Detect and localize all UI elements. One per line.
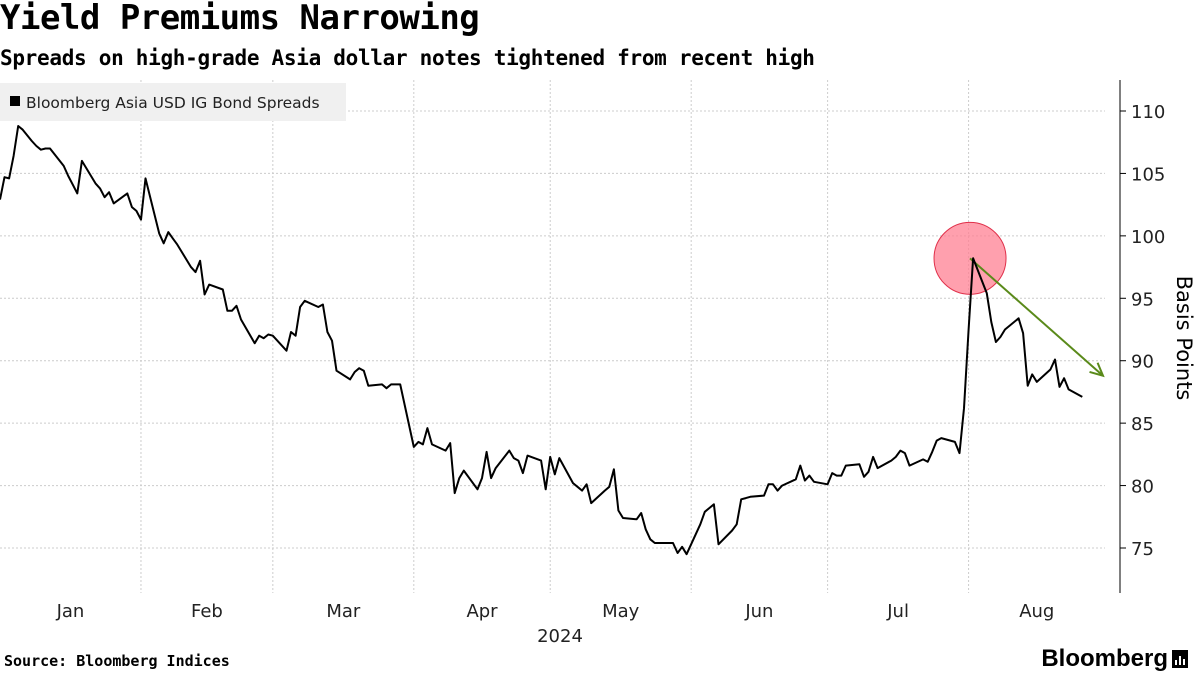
y-tick-label: 105 <box>1131 164 1165 185</box>
x-axis: Jan Feb Mar Apr May Jun Jul Aug <box>56 601 1055 622</box>
chart-subtitle: Spreads on high-grade Asia dollar notes … <box>0 46 815 70</box>
y-tick-label: 95 <box>1131 289 1154 310</box>
bloomberg-bars-icon <box>1172 650 1188 668</box>
y-tick-label: 75 <box>1131 539 1154 560</box>
y-tick-label: 100 <box>1131 227 1165 248</box>
y-tick-label: 90 <box>1131 352 1154 373</box>
x-tick-label: Feb <box>191 601 223 622</box>
gridlines <box>0 80 1105 593</box>
x-tick-label: May <box>602 601 640 622</box>
bloomberg-logo: Bloomberg <box>1041 645 1188 673</box>
trend-arrow-head <box>1089 362 1105 378</box>
x-tick-label: Aug <box>1019 601 1054 622</box>
x-tick-label: Apr <box>466 601 498 622</box>
annotations <box>933 221 1105 378</box>
brand-text: Bloomberg <box>1041 645 1168 672</box>
series-line <box>0 125 1083 556</box>
legend: Bloomberg Asia USD IG Bond Spreads <box>0 83 346 121</box>
legend-label: Bloomberg Asia USD IG Bond Spreads <box>26 94 320 112</box>
legend-swatch <box>10 96 20 106</box>
y-tick-label: 80 <box>1131 477 1154 498</box>
x-axis-year-label: 2024 <box>537 626 583 647</box>
legend-background <box>0 83 346 121</box>
y-tick-label: 110 <box>1131 102 1165 123</box>
y-tick-label: 85 <box>1131 414 1154 435</box>
chart-title: Yield Premiums Narrowing <box>0 0 480 38</box>
y-axis: 75 80 85 90 95 100 105 110 <box>1119 80 1165 593</box>
x-tick-label: Jul <box>886 601 909 622</box>
series-layer <box>0 125 1083 556</box>
y-axis-label: Basis Points <box>1172 276 1196 401</box>
source-note: Source: Bloomberg Indices <box>4 652 230 670</box>
x-tick-label: Jan <box>56 601 85 622</box>
trend-arrow <box>969 257 1104 377</box>
x-tick-label: Mar <box>326 601 361 622</box>
x-tick-label: Jun <box>744 601 773 622</box>
